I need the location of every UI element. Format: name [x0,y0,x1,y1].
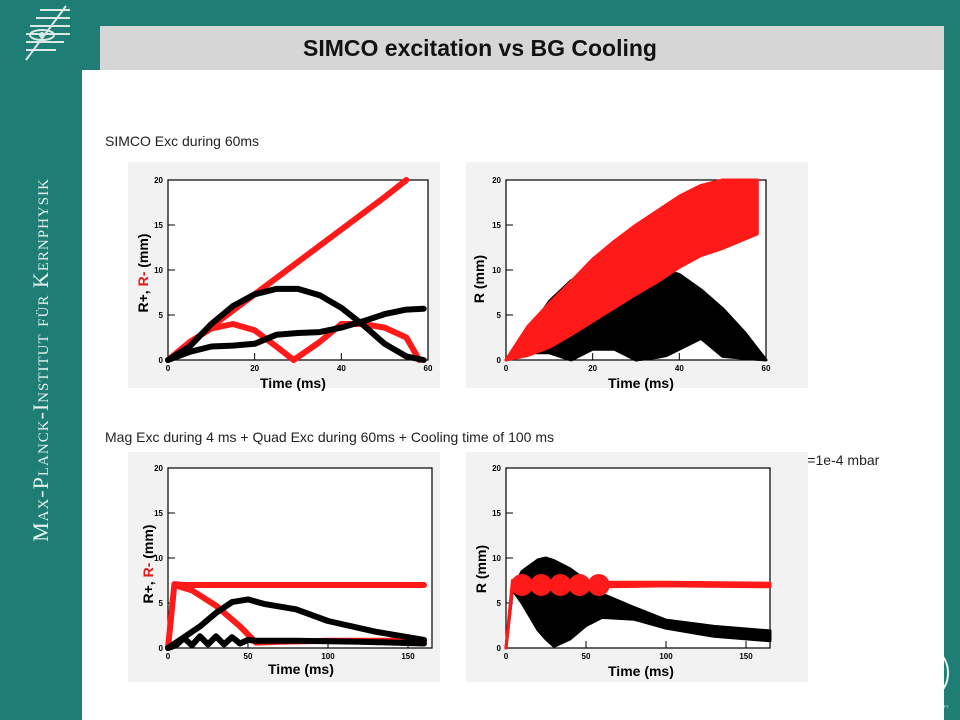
x-tick-label: 150 [401,652,415,661]
plot2-ylabel: R (mm) [471,254,487,304]
y-tick-label: 0 [159,644,164,653]
black-series-line [165,305,427,363]
x-tick-label: 20 [250,364,259,373]
x-tick-label: 60 [762,364,771,373]
black-series-line [165,633,427,651]
y-tick-label: 5 [159,599,164,608]
y-tick-label: 5 [159,311,164,320]
x-tick-label: 0 [166,364,171,373]
y-tick-label: 10 [492,554,501,563]
plot-simco-r-svg: 0 5 10 15 20 0 20 40 60 [492,176,771,373]
y-tick-label: 15 [492,221,501,230]
plot-simco-r: 0 5 10 15 20 0 20 40 60 [466,162,808,388]
y-tick-label: 20 [492,176,501,185]
red-series-bead [511,574,533,596]
page-title: SIMCO excitation vs BG Cooling [303,35,657,61]
plot4-xlabel: Time (ms) [608,663,674,679]
x-tick-label: 60 [424,364,433,373]
y-tick-label: 0 [159,356,164,365]
y-tick-label: 0 [497,356,502,365]
red-series-band [504,178,759,362]
plot-mag-quad-r: 0 5 10 15 20 0 50 100 150 [466,452,808,682]
plot1-xlabel: Time (ms) [260,375,326,391]
red-series-line [165,321,423,363]
y-tick-label: 5 [497,599,502,608]
y-tick-label: 15 [492,509,501,518]
x-tick-label: 100 [321,652,335,661]
x-tick-label: 50 [582,652,591,661]
x-tick-label: 0 [504,364,509,373]
plot2-xlabel: Time (ms) [608,375,674,391]
x-tick-label: 20 [588,364,597,373]
black-series-line [165,596,427,651]
y-tick-label: 10 [154,266,163,275]
x-tick-label: 0 [504,652,509,661]
red-series-bead [549,574,572,596]
section2-caption: Mag Exc during 4 ms + Quad Exc during 60… [105,429,554,445]
x-tick-label: 50 [244,652,253,661]
institute-name-vertical: Max-Planck-Institut für Kernphysik [28,178,53,542]
pressure-note: P=1e-4 mbar [798,452,880,468]
plot-mag-quad-r-svg: 0 5 10 15 20 0 50 100 150 [492,464,772,661]
x-tick-label: 40 [675,364,684,373]
mpi-k-logo-icon [25,5,70,61]
plot-mag-quad-radii-svg: 0 5 10 15 20 0 50 100 150 [154,464,433,661]
y-tick-label: 20 [154,464,163,473]
y-tick-label: 15 [154,509,163,518]
x-tick-label: 0 [166,652,171,661]
y-tick-label: 0 [497,644,502,653]
red-series-bead [530,574,553,596]
plot3-xlabel: Time (ms) [268,661,334,677]
y-tick-label: 20 [154,176,163,185]
y-tick-label: 10 [154,554,163,563]
y-tick-label: 5 [497,311,502,320]
plot-simco-radii: 0 5 10 15 20 0 20 40 60 [128,162,440,388]
y-tick-label: 15 [154,221,163,230]
plot3-ylabel: R+, R- (mm) [140,524,156,604]
red-series-bead [568,574,591,596]
plot-simco-radii-svg: 0 5 10 15 20 0 20 40 60 [154,176,433,373]
x-tick-label: 100 [659,652,673,661]
section1-caption: SIMCO Exc during 60ms [105,133,260,149]
plot-mag-quad-radii: 0 5 10 15 20 0 50 100 150 [128,452,440,682]
y-tick-label: 20 [492,464,501,473]
x-tick-label: 40 [337,364,346,373]
plot1-ylabel: R+, R- (mm) [135,233,151,313]
plot4-ylabel: R (mm) [473,544,489,594]
x-tick-label: 150 [739,652,753,661]
title-band [100,26,944,70]
black-series-line [165,285,427,363]
y-tick-label: 10 [492,266,501,275]
red-series-bead [587,574,610,596]
